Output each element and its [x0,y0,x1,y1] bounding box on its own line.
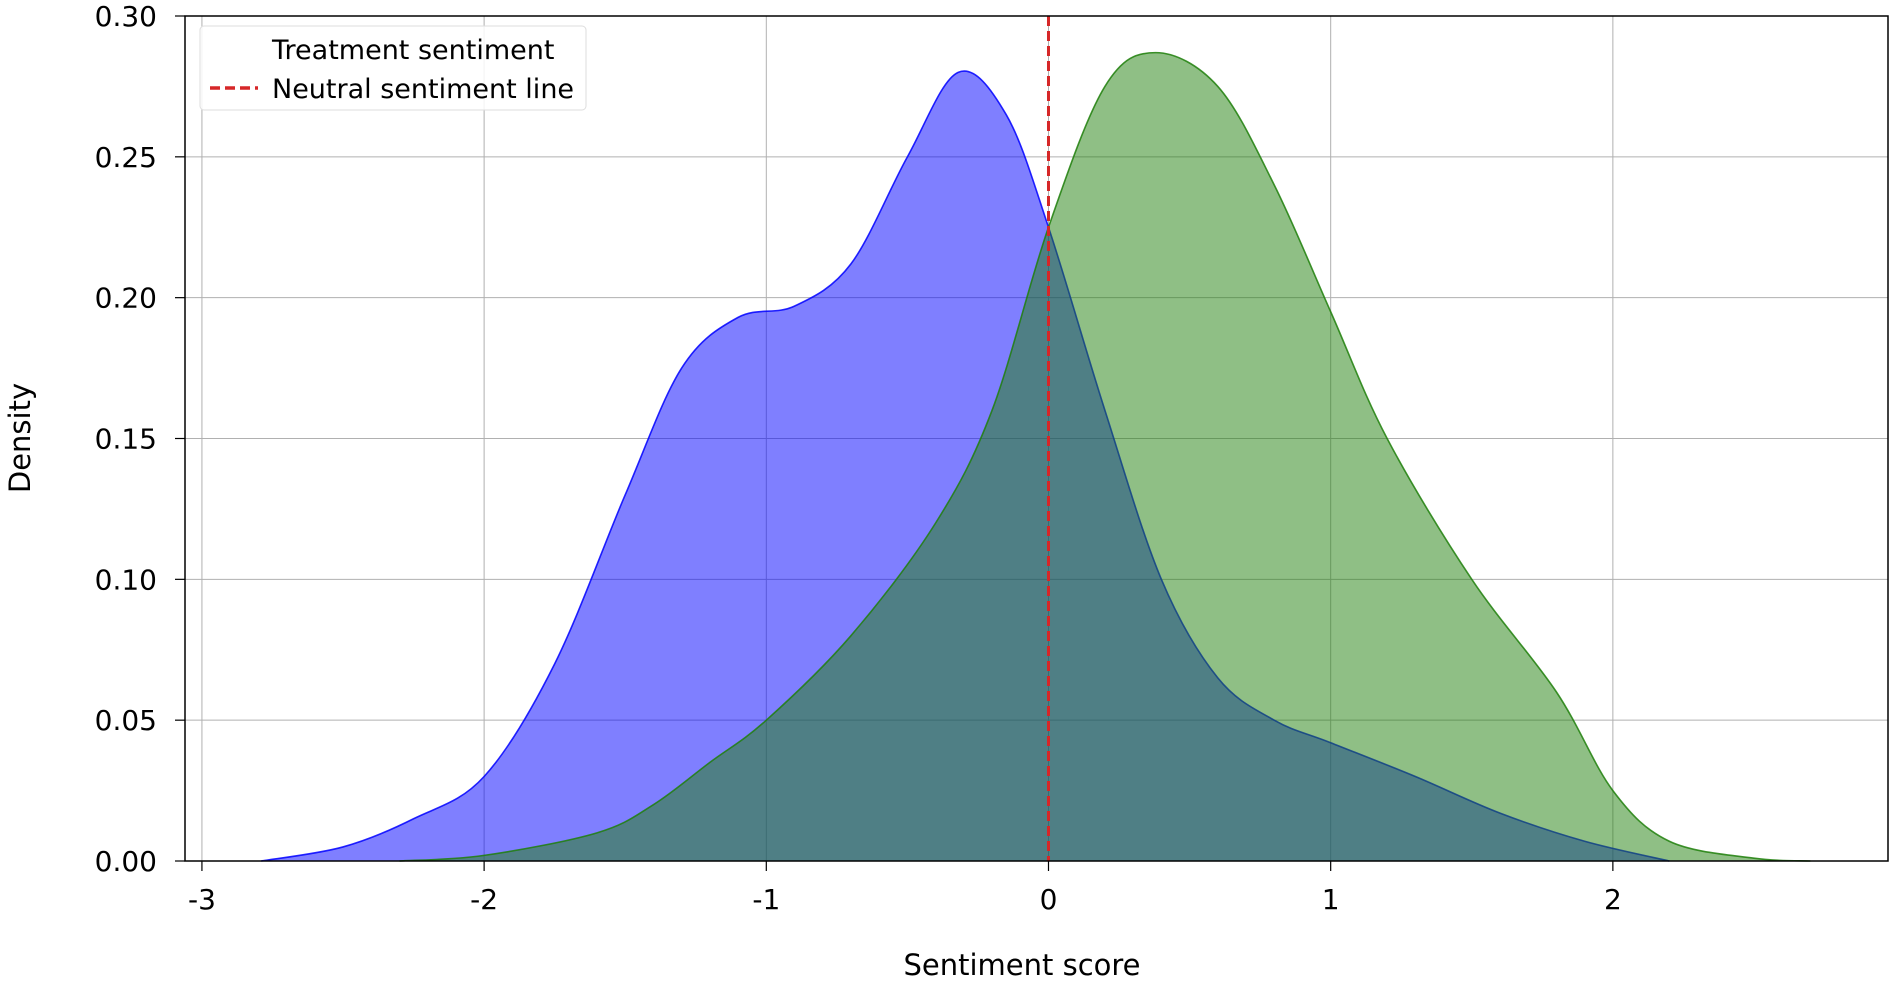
density-area-1 [399,52,1811,862]
x-tick-label: 2 [1604,883,1622,916]
x-tick-label: 1 [1322,883,1340,916]
y-tick-label: 0.00 [95,845,157,878]
legend-label-neutral-line: Neutral sentiment line [272,74,574,105]
y-tick-label: 0.20 [95,282,157,315]
x-tick-label: -2 [470,883,498,916]
y-axis-label: Density [3,383,37,493]
x-tick-label: -1 [752,883,780,916]
legend: Treatment sentiment Neutral sentiment li… [199,25,587,111]
density-area-0 [261,71,1670,861]
x-axis-label: Sentiment score [903,948,1140,982]
y-tick-label: 0.15 [95,423,157,456]
y-tick-label: 0.30 [95,0,157,33]
axis-ticks: -3 -2 -1 0 1 2 0.00 0.05 0.10 0.15 0.20 0.25 0.30 [95,0,1622,916]
legend-label-treatment: Treatment sentiment [271,35,554,66]
y-tick-label: 0.10 [95,563,157,596]
y-tick-label: 0.05 [95,704,157,737]
x-tick-label: 0 [1040,883,1058,916]
legend-box [199,25,587,111]
density-curve-1 [399,51,1811,862]
density-areas [261,51,1811,862]
x-tick-label: -3 [188,883,216,916]
y-tick-label: 0.25 [95,141,157,174]
